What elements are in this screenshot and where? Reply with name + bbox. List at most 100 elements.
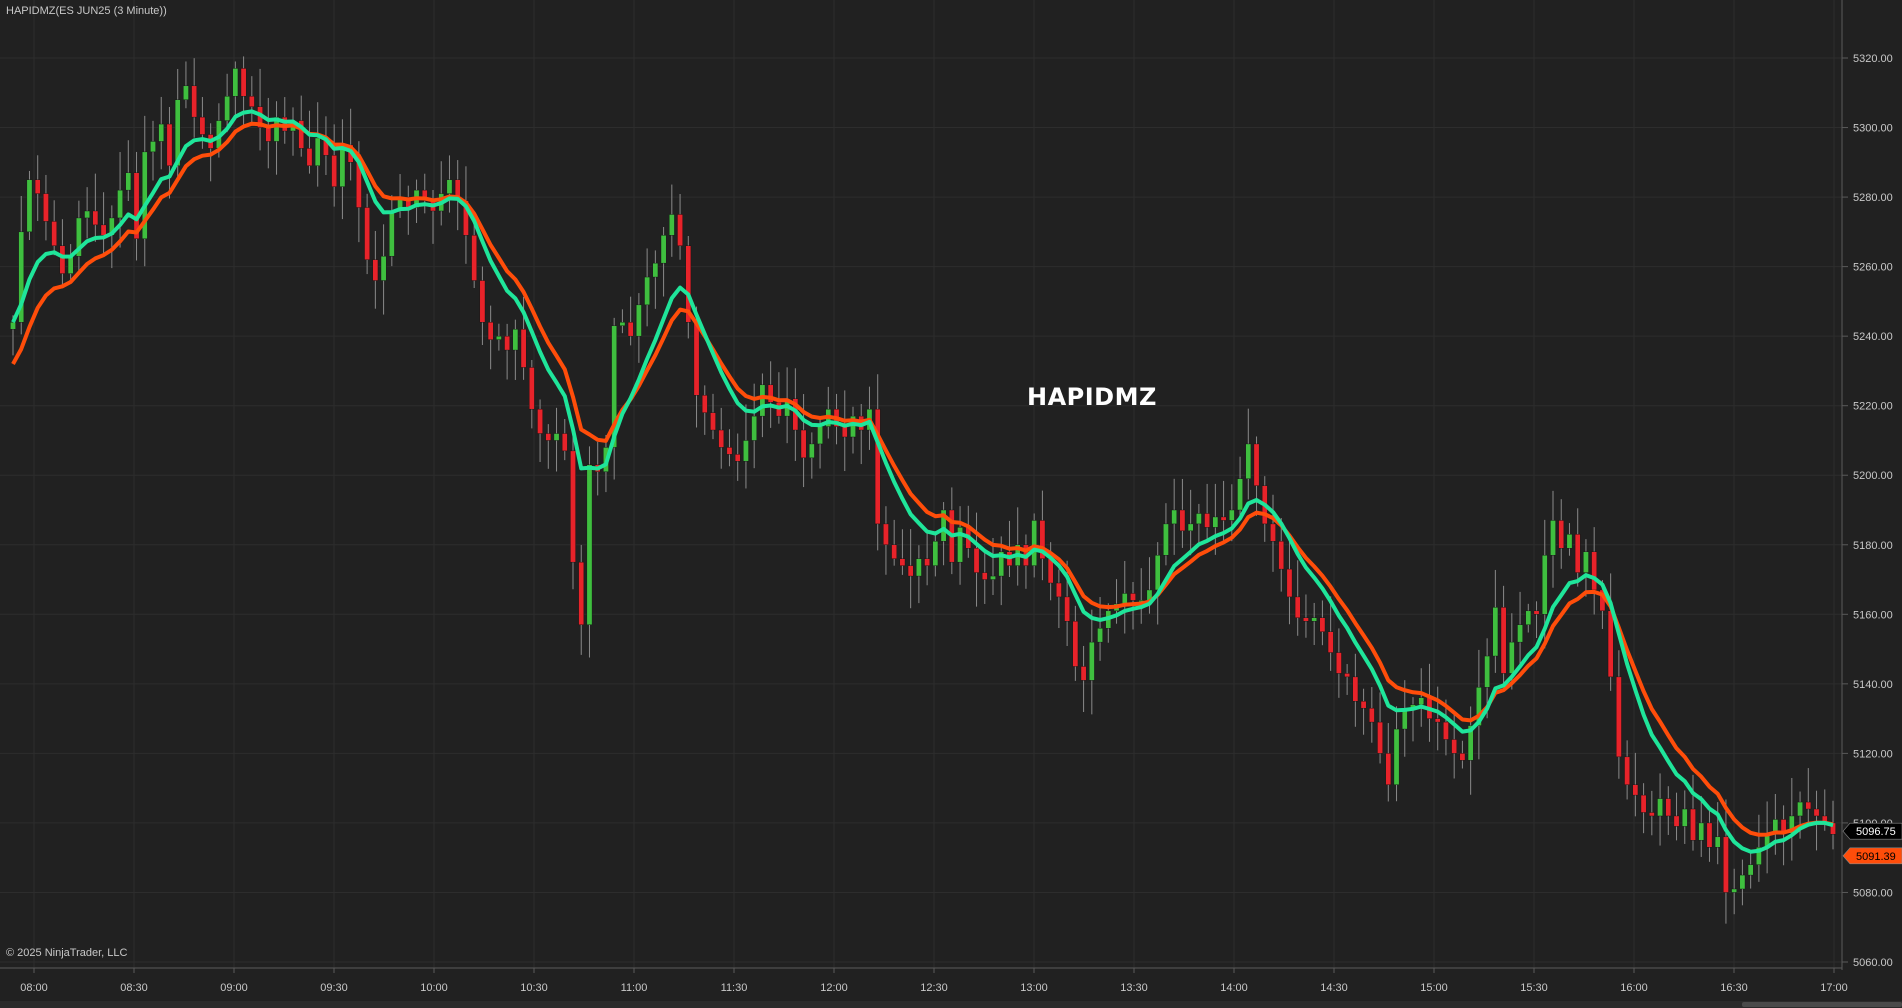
copyright-notice: © 2025 NinjaTrader, LLC bbox=[6, 947, 128, 959]
up-candle bbox=[1509, 641, 1515, 674]
up-candle bbox=[125, 172, 132, 191]
down-candle bbox=[471, 235, 477, 281]
down-candle bbox=[578, 561, 585, 625]
x-tick-label: 10:00 bbox=[420, 982, 448, 994]
down-candle bbox=[734, 454, 741, 462]
y-tick-label: 5260.00 bbox=[1853, 262, 1893, 274]
up-candle bbox=[1681, 808, 1688, 827]
up-candle bbox=[1187, 523, 1194, 532]
down-candle bbox=[685, 245, 692, 323]
up-candle bbox=[26, 179, 33, 233]
up-candle bbox=[1163, 523, 1169, 556]
x-tick-label: 08:30 bbox=[120, 982, 148, 994]
down-candle bbox=[265, 127, 272, 142]
up-candle bbox=[611, 325, 617, 448]
horizontal-scrollbar[interactable] bbox=[0, 1001, 1902, 1008]
up-candle bbox=[1097, 628, 1103, 643]
down-candle bbox=[726, 447, 733, 455]
down-candle bbox=[1706, 822, 1713, 848]
down-candle bbox=[981, 572, 988, 580]
up-candle bbox=[67, 255, 74, 274]
down-candle bbox=[1294, 596, 1301, 618]
x-tick-label: 16:00 bbox=[1620, 982, 1648, 994]
up-candle bbox=[314, 137, 321, 166]
up-candle bbox=[10, 322, 16, 330]
up-candle bbox=[586, 464, 593, 625]
up-candle bbox=[1731, 888, 1737, 893]
up-candle bbox=[1089, 641, 1095, 681]
up-candle bbox=[1212, 516, 1219, 528]
up-candle bbox=[1583, 551, 1589, 573]
down-candle bbox=[529, 367, 535, 410]
down-candle bbox=[1451, 739, 1457, 754]
scrollbar-thumb[interactable] bbox=[1742, 1002, 1902, 1007]
x-tick-label: 08:00 bbox=[20, 982, 48, 994]
up-candle bbox=[512, 329, 519, 351]
up-candle bbox=[446, 179, 453, 194]
up-candle bbox=[1541, 555, 1548, 615]
up-candle bbox=[1154, 555, 1161, 591]
up-candle bbox=[1476, 687, 1482, 726]
up-candle bbox=[183, 85, 189, 100]
down-candle bbox=[1344, 673, 1350, 678]
down-candle bbox=[1624, 756, 1630, 785]
down-candle bbox=[841, 426, 848, 438]
x-tick-label: 12:00 bbox=[820, 982, 848, 994]
down-candle bbox=[1080, 666, 1087, 681]
down-candle bbox=[1270, 523, 1276, 542]
down-candle bbox=[166, 123, 173, 166]
up-candle bbox=[380, 255, 387, 281]
down-candle bbox=[1385, 753, 1392, 785]
down-candle bbox=[627, 322, 634, 337]
x-tick-label: 15:00 bbox=[1420, 982, 1448, 994]
y-tick-label: 5120.00 bbox=[1853, 748, 1893, 760]
y-tick-label: 5240.00 bbox=[1853, 331, 1893, 343]
up-candle bbox=[1418, 697, 1425, 705]
down-candle bbox=[1253, 443, 1260, 486]
up-candle bbox=[660, 235, 667, 264]
up-candle bbox=[1714, 836, 1721, 848]
down-candle bbox=[298, 120, 305, 149]
down-candle bbox=[1303, 617, 1309, 622]
up-candle bbox=[1756, 847, 1762, 865]
up-candle bbox=[1550, 520, 1556, 556]
down-candle bbox=[1278, 541, 1285, 570]
up-candle bbox=[743, 440, 749, 462]
down-candle bbox=[677, 214, 683, 246]
down-candle bbox=[240, 68, 247, 97]
x-tick-label: 10:30 bbox=[520, 982, 548, 994]
down-candle bbox=[883, 523, 889, 545]
x-tick-label: 14:00 bbox=[1220, 982, 1248, 994]
up-candle bbox=[1739, 874, 1746, 890]
up-candle bbox=[652, 262, 659, 278]
down-candle bbox=[487, 322, 494, 340]
down-candle bbox=[421, 189, 428, 201]
up-candle bbox=[389, 210, 395, 257]
slow-ma-price-label: 5091.39 bbox=[1856, 851, 1896, 863]
up-candle bbox=[1393, 728, 1400, 785]
down-candle bbox=[1558, 520, 1565, 549]
up-candle bbox=[644, 276, 650, 306]
down-candle bbox=[364, 207, 370, 260]
y-tick-label: 5220.00 bbox=[1853, 401, 1893, 413]
down-candle bbox=[1286, 568, 1293, 598]
down-candle bbox=[1327, 631, 1334, 653]
up-candle bbox=[273, 116, 280, 142]
up-candle bbox=[1797, 801, 1803, 817]
down-candle bbox=[43, 193, 49, 222]
up-candle bbox=[1031, 520, 1037, 566]
up-candle bbox=[1237, 478, 1243, 511]
y-tick-label: 5300.00 bbox=[1853, 123, 1893, 135]
chart-grid bbox=[0, 0, 1842, 968]
down-candle bbox=[1607, 610, 1614, 678]
up-candle bbox=[940, 509, 947, 542]
up-candle bbox=[916, 558, 922, 577]
down-candle bbox=[34, 179, 41, 194]
down-candle bbox=[504, 335, 510, 351]
down-candle bbox=[51, 221, 57, 246]
down-candle bbox=[100, 224, 107, 236]
up-candle bbox=[850, 415, 856, 438]
x-tick-label: 12:30 bbox=[920, 982, 948, 994]
y-tick-label: 5080.00 bbox=[1853, 887, 1893, 899]
